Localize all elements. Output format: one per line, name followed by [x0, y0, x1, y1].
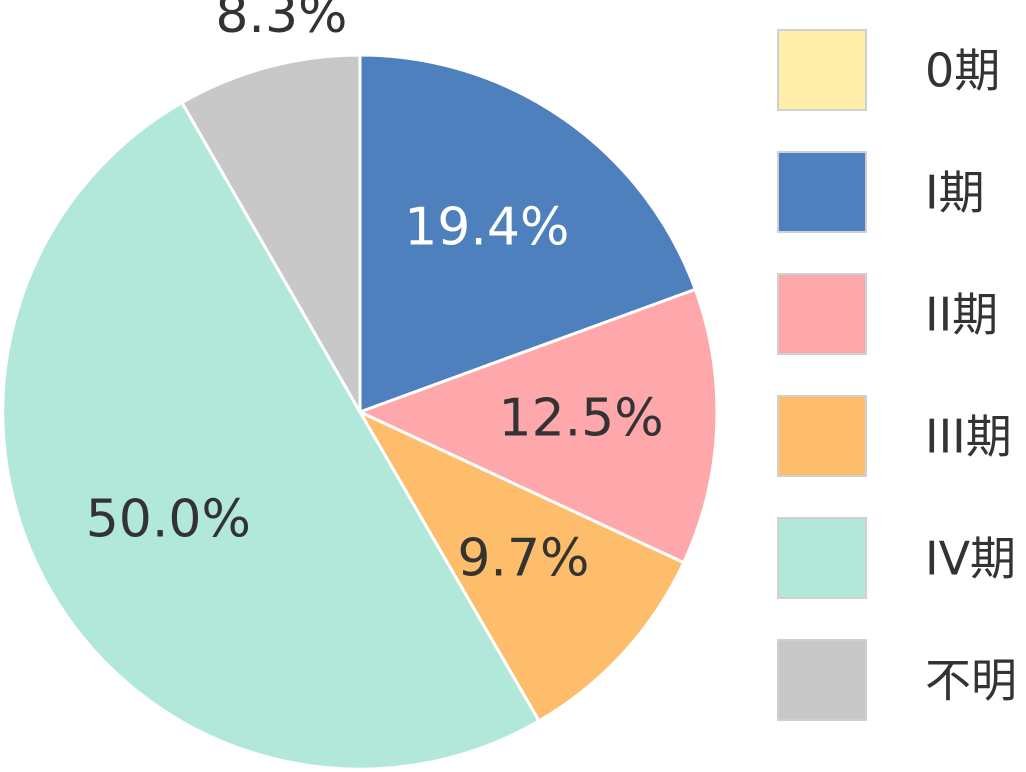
data-label-3: 12.5%: [498, 388, 663, 448]
legend-swatch-4: [777, 395, 867, 477]
legend-label-2: I期: [925, 166, 985, 220]
pie-data-labels: 19.4% 12.5% 9.7% 50.0% 8.3%: [86, 0, 664, 588]
legend-swatch-1: [777, 29, 867, 111]
legend-label-4: III期: [925, 410, 1012, 464]
legend-swatch-3: [777, 273, 867, 355]
legend-swatch-2: [777, 151, 867, 233]
data-label-6: 8.3%: [215, 0, 347, 45]
legend-label-6: 不明: [925, 654, 1017, 708]
data-label-2: 19.4%: [404, 198, 569, 258]
legend-label-5: IV期: [925, 532, 1016, 586]
pie-slice-4: [356, 408, 686, 723]
pie-slice-6: [179, 53, 362, 418]
legend-label-3: II期: [925, 288, 998, 342]
legend-label-1: 0期: [925, 44, 1000, 98]
legend-swatch-5: [777, 517, 867, 599]
data-label-5: 50.0%: [86, 490, 251, 550]
pie-slice-2: [358, 53, 698, 415]
pie-slice-5: [1, 100, 542, 771]
legend-swatch-6: [777, 639, 867, 721]
data-label-4: 9.7%: [457, 528, 589, 588]
pie-slice-3: [356, 287, 719, 565]
pie-slices: [1, 53, 719, 771]
